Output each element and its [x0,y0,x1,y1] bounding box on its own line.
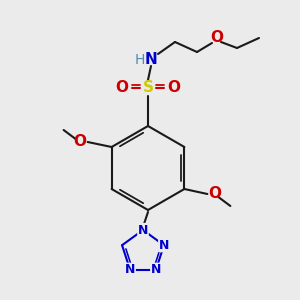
Text: N: N [138,224,148,236]
Text: O: O [208,187,221,202]
Text: H: H [135,53,145,67]
Text: O: O [167,80,181,95]
Text: O: O [73,134,86,149]
Text: N: N [137,223,149,237]
Text: N: N [125,263,135,276]
Text: S: S [142,80,154,95]
Text: O: O [211,31,224,46]
Text: N: N [145,52,158,68]
Text: N: N [159,239,169,252]
Text: N: N [151,263,161,276]
Text: O: O [116,80,128,95]
